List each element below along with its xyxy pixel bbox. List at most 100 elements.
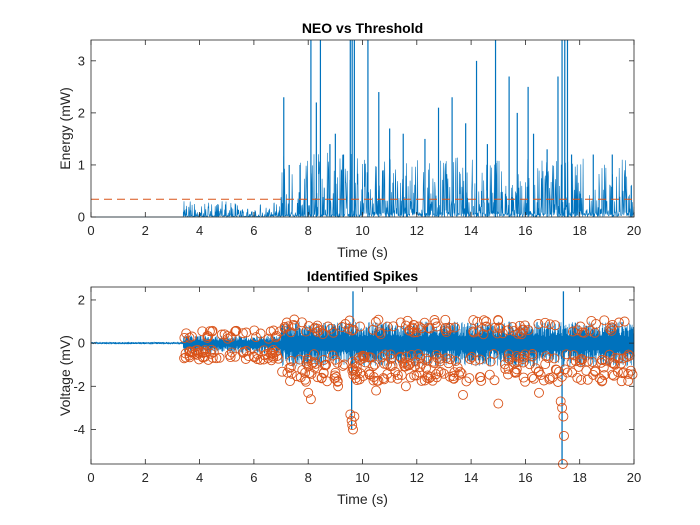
spike-marker (268, 325, 279, 336)
spike-marker (511, 364, 522, 375)
spike-marker (511, 357, 522, 368)
spike-marker (322, 376, 333, 387)
spike-marker (379, 358, 390, 369)
spike-marker (517, 354, 528, 365)
x-axis-label: Time (s) (337, 244, 388, 260)
spike-marker (258, 354, 269, 365)
spike-marker (575, 357, 586, 368)
spike-marker (238, 347, 248, 358)
spike-marker (474, 372, 485, 383)
spike-marker (623, 368, 634, 379)
spike-marker (596, 376, 607, 387)
spike-marker (360, 357, 371, 368)
spike-marker (443, 358, 454, 369)
spike-marker (468, 315, 479, 326)
spike-marker (261, 349, 272, 359)
spike-marker (328, 327, 339, 338)
spike-marker (598, 362, 609, 373)
spike-marker (527, 351, 538, 362)
spike-marker (282, 367, 293, 378)
x-tick-label: 16 (518, 223, 532, 238)
spike-marker (449, 367, 460, 378)
spike-marker (476, 375, 487, 386)
spike-marker (579, 327, 590, 338)
spike-marker (300, 374, 311, 385)
spike-marker (534, 387, 544, 398)
spike-marker (550, 320, 561, 331)
y-tick-label: 2 (78, 105, 85, 120)
spike-marker (286, 368, 297, 379)
spike-marker (492, 328, 503, 339)
spike-marker (573, 361, 584, 372)
spike-marker (619, 316, 630, 327)
spike-marker (400, 381, 411, 392)
spike-marker (419, 317, 430, 328)
spike-marker (484, 369, 495, 380)
spike-marker (404, 325, 415, 336)
spike-marker (368, 361, 379, 372)
spike-marker (270, 347, 281, 357)
series-group (91, 40, 635, 219)
spike-marker (540, 359, 551, 370)
spike-marker (555, 396, 566, 407)
spike-marker (570, 356, 581, 367)
spike-marker (431, 369, 442, 380)
chart-title: NEO vs Threshold (302, 20, 423, 36)
spike-marker (511, 367, 522, 378)
spike-marker (312, 320, 323, 331)
spike-marker (411, 370, 422, 381)
spike-marker (312, 326, 323, 337)
spike-marker (499, 359, 510, 370)
spike-marker (249, 325, 260, 336)
x-tick-label: 12 (410, 223, 424, 238)
spike-marker (279, 323, 290, 334)
x-tick-label: 10 (355, 470, 369, 485)
x-tick-label: 2 (142, 223, 149, 238)
spike-marker (520, 349, 530, 360)
spike-marker (411, 327, 422, 338)
spike-marker (288, 319, 299, 330)
spike-marker (481, 316, 492, 327)
spike-marker (558, 411, 569, 422)
spike-marker (270, 332, 281, 343)
spike-marker (267, 349, 278, 359)
spike-marker (567, 367, 578, 378)
spike-marker (372, 375, 383, 386)
spike-marker (494, 322, 504, 333)
spike-marker (251, 332, 261, 343)
spike-marker (240, 354, 251, 364)
spike-marker (225, 352, 236, 363)
spike-marker (319, 360, 330, 371)
spike-marker (396, 370, 407, 381)
spike-marker (348, 324, 359, 335)
spike-marker (337, 360, 348, 371)
spike-marker (458, 389, 468, 400)
spike-marker (309, 349, 319, 360)
spike-marker (423, 322, 434, 333)
spike-marker (309, 362, 320, 373)
spike-marker (440, 314, 451, 325)
spike-marker (516, 329, 527, 340)
x-tick-label: 18 (572, 470, 586, 485)
x-tick-label: 12 (410, 470, 424, 485)
spike-marker (470, 355, 481, 366)
tick-group: 0 2 4 6 8 10 12 14 16 18 20 -4 -2 0 2 (73, 287, 641, 485)
spike-marker (289, 321, 300, 331)
spike-marker (610, 359, 620, 370)
spike-marker (561, 349, 572, 360)
spike-marker (427, 375, 438, 386)
y-tick-label: 2 (78, 292, 85, 307)
x-tick-label: 20 (627, 223, 641, 238)
spike-marker (316, 372, 327, 383)
chart-title: Identified Spikes (307, 268, 418, 284)
spike-marker (368, 375, 379, 386)
spike-marker (625, 365, 636, 376)
spike-marker (540, 317, 551, 328)
spike-marker (364, 369, 375, 380)
spike-marker (413, 321, 424, 332)
spike-marker (599, 315, 610, 326)
spikes-chart: 0 2 4 6 8 10 12 14 16 18 20 -4 -2 0 2 Identified Spike… (57, 268, 641, 507)
spike-marker (349, 358, 360, 369)
spike-marker (621, 352, 632, 363)
